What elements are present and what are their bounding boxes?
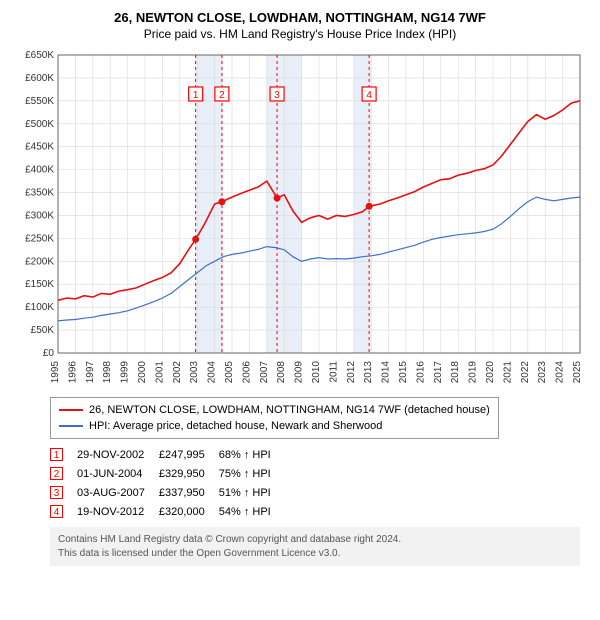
marker-row: 2 01-JUN-2004£329,95075% ↑ HPI xyxy=(50,464,285,483)
x-axis-label: 2002 xyxy=(172,361,183,384)
x-axis-label: 2020 xyxy=(485,361,496,384)
x-axis-label: 1995 xyxy=(50,361,61,384)
legend-label: 26, NEWTON CLOSE, LOWDHAM, NOTTINGHAM, N… xyxy=(89,404,490,416)
x-axis-label: 2013 xyxy=(363,361,374,384)
y-axis-label: £350K xyxy=(25,188,54,199)
sale-point-dot xyxy=(274,195,281,202)
y-axis-label: £100K xyxy=(25,302,54,313)
sale-marker-number: 3 xyxy=(274,90,280,101)
y-axis-label: £600K xyxy=(25,73,54,84)
x-axis-label: 2008 xyxy=(276,361,287,384)
sale-point-dot xyxy=(192,236,199,243)
marker-row-delta: 68% ↑ HPI xyxy=(219,445,285,464)
x-axis-label: 1999 xyxy=(120,361,131,384)
y-axis-label: £250K xyxy=(25,233,54,244)
marker-row-delta: 54% ↑ HPI xyxy=(219,502,285,521)
y-axis-label: £0 xyxy=(43,348,55,359)
y-axis-label: £450K xyxy=(25,142,54,153)
y-axis-label: £200K xyxy=(25,256,54,267)
marker-row-price: £320,000 xyxy=(159,502,219,521)
chart-title-main: 26, NEWTON CLOSE, LOWDHAM, NOTTINGHAM, N… xyxy=(10,10,590,25)
marker-row: 4 19-NOV-2012£320,00054% ↑ HPI xyxy=(50,502,285,521)
x-axis-label: 2004 xyxy=(207,361,218,384)
marker-row-date: 19-NOV-2012 xyxy=(77,502,159,521)
x-axis-label: 2022 xyxy=(520,361,531,384)
legend-row: 26, NEWTON CLOSE, LOWDHAM, NOTTINGHAM, N… xyxy=(59,402,490,418)
legend-swatch xyxy=(59,409,83,411)
marker-row-date: 03-AUG-2007 xyxy=(77,483,159,502)
sale-point-dot xyxy=(218,198,225,205)
y-axis-label: £300K xyxy=(25,210,54,221)
x-axis-label: 2018 xyxy=(450,361,461,384)
legend-label: HPI: Average price, detached house, Newa… xyxy=(89,420,382,432)
chart-area: £0 £50K £100K £150K £200K £250K £300K £350K £400… xyxy=(10,49,590,389)
x-axis-label: 2017 xyxy=(433,361,444,384)
y-axis-label: £500K xyxy=(25,119,54,130)
marker-row-number: 3 xyxy=(50,486,63,499)
x-axis-label: 2012 xyxy=(346,361,357,384)
x-axis-label: 2019 xyxy=(468,361,479,384)
x-axis-label: 2006 xyxy=(241,361,252,384)
y-axis-label: £550K xyxy=(25,96,54,107)
chart-title-block: 26, NEWTON CLOSE, LOWDHAM, NOTTINGHAM, N… xyxy=(10,10,590,41)
x-axis-label: 1998 xyxy=(102,361,113,384)
x-axis-label: 2005 xyxy=(224,361,235,384)
x-axis-label: 2000 xyxy=(137,361,148,384)
x-axis-label: 2009 xyxy=(294,361,305,384)
legend-row: HPI: Average price, detached house, Newa… xyxy=(59,418,490,434)
x-axis-label: 1997 xyxy=(85,361,96,384)
x-axis-label: 2025 xyxy=(572,361,583,384)
marker-row-delta: 75% ↑ HPI xyxy=(219,464,285,483)
marker-row: 3 03-AUG-2007£337,95051% ↑ HPI xyxy=(50,483,285,502)
marker-row-delta: 51% ↑ HPI xyxy=(219,483,285,502)
x-axis-label: 1996 xyxy=(67,361,78,384)
marker-row: 1 29-NOV-2002£247,99568% ↑ HPI xyxy=(50,445,285,464)
y-axis-label: £400K xyxy=(25,165,54,176)
x-axis-label: 2010 xyxy=(311,361,322,384)
marker-row-price: £247,995 xyxy=(159,445,219,464)
sale-marker-number: 2 xyxy=(219,90,225,101)
legend-swatch xyxy=(59,425,83,427)
x-axis-label: 2001 xyxy=(154,361,165,384)
x-axis-label: 2014 xyxy=(381,361,392,384)
marker-row-date: 01-JUN-2004 xyxy=(77,464,159,483)
x-axis-label: 2003 xyxy=(189,361,200,384)
y-axis-label: £150K xyxy=(25,279,54,290)
sale-marker-number: 1 xyxy=(193,90,199,101)
x-axis-label: 2015 xyxy=(398,361,409,384)
sale-marker-table: 1 29-NOV-2002£247,99568% ↑ HPI 2 01-JUN-200… xyxy=(50,445,285,521)
footer-note: Contains HM Land Registry data © Crown c… xyxy=(50,527,580,566)
marker-row-number: 4 xyxy=(50,505,63,518)
line-chart-svg: £0 £50K £100K £150K £200K £250K £300K £350K £400… xyxy=(10,49,590,389)
y-axis-label: £50K xyxy=(31,325,55,336)
marker-row-price: £337,950 xyxy=(159,483,219,502)
marker-row-number: 1 xyxy=(50,448,63,461)
marker-row-number: 2 xyxy=(50,467,63,480)
marker-row-date: 29-NOV-2002 xyxy=(77,445,159,464)
y-axis-label: £650K xyxy=(25,50,54,61)
x-axis-label: 2021 xyxy=(502,361,513,384)
chart-title-sub: Price paid vs. HM Land Registry's House … xyxy=(10,27,590,41)
x-axis-label: 2016 xyxy=(415,361,426,384)
sale-point-dot xyxy=(366,203,373,210)
x-axis-label: 2024 xyxy=(555,361,566,384)
x-axis-label: 2011 xyxy=(328,361,339,383)
legend: 26, NEWTON CLOSE, LOWDHAM, NOTTINGHAM, N… xyxy=(50,397,499,439)
x-axis-label: 2007 xyxy=(259,361,270,384)
x-axis-label: 2023 xyxy=(537,361,548,384)
footer-line-2: This data is licensed under the Open Gov… xyxy=(58,547,572,561)
footer-line-1: Contains HM Land Registry data © Crown c… xyxy=(58,533,572,547)
sale-marker-number: 4 xyxy=(366,90,372,101)
marker-row-price: £329,950 xyxy=(159,464,219,483)
